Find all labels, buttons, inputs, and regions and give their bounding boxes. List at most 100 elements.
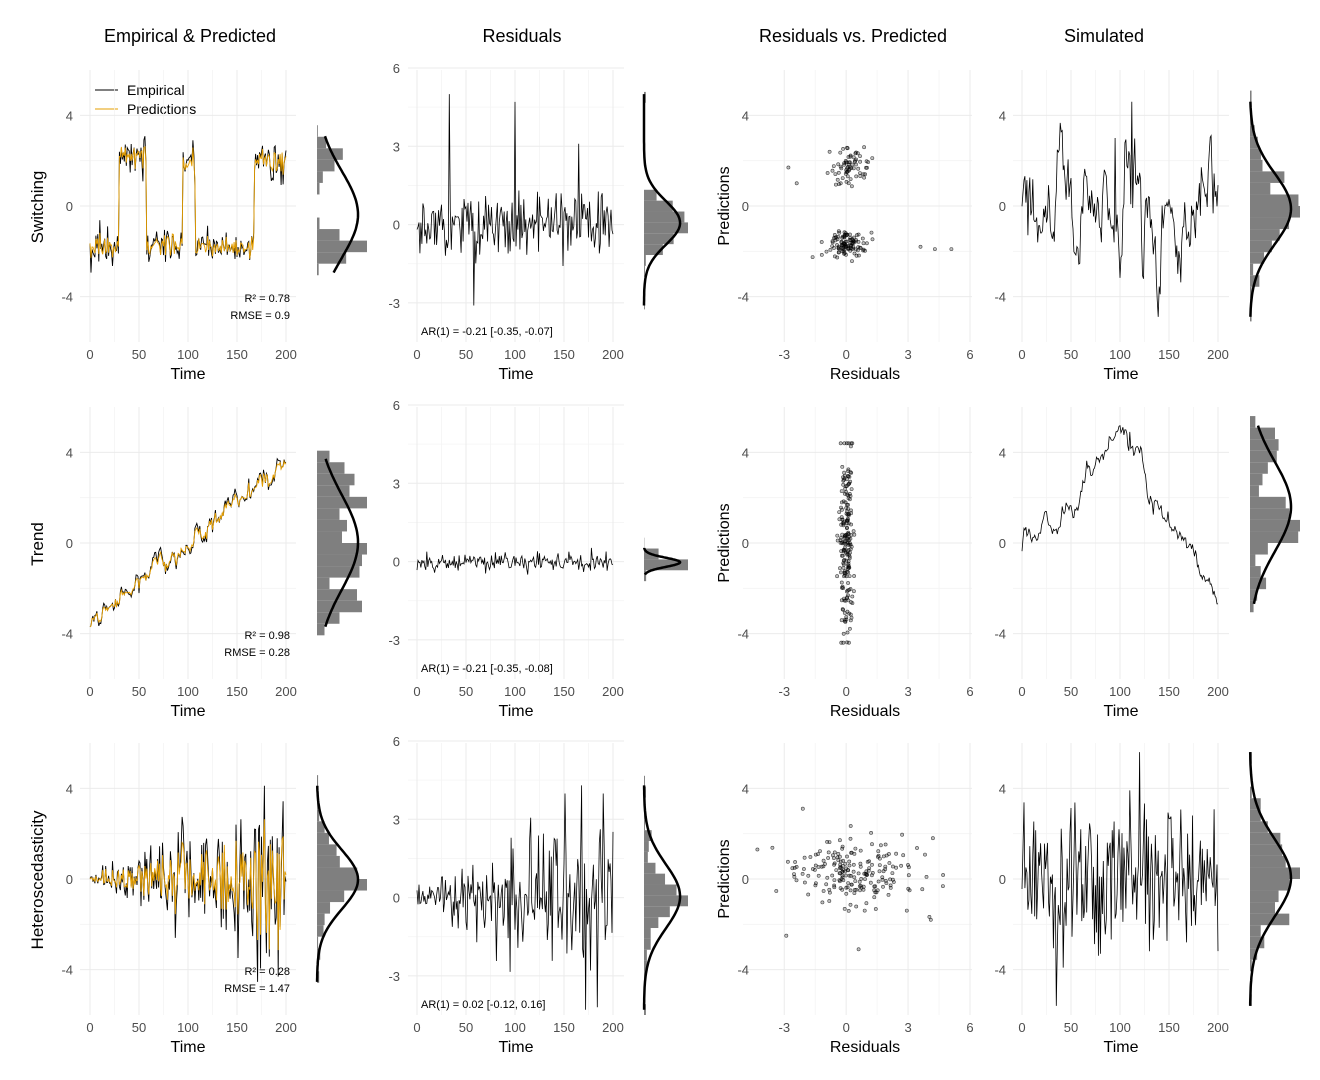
panel-r2-simulated-hist-bar: [1250, 427, 1275, 440]
panel-r3-scatter-point: [852, 891, 857, 896]
panel-r1-scatter-point: [848, 177, 853, 182]
panel-r2-scatter-point: [835, 533, 840, 538]
panel-r2-empirical-r2-label: R² = 0.98: [244, 630, 290, 642]
panel-r2-simulated-hist-bar: [1250, 450, 1277, 463]
panel-r2-scatter-point: [839, 489, 844, 494]
panel-r1-scatter-point: [830, 244, 835, 249]
panel-r1-simulated-y-tick: 0: [999, 199, 1006, 214]
panel-r2-scatter-point: [844, 519, 849, 523]
panel-r2-simulated-x-tick: 200: [1207, 684, 1229, 699]
panel-r3-scatter-point: [906, 863, 910, 867]
panel-r3-scatter-point: [857, 879, 862, 884]
panel-r1-empirical-r2-label: R² = 0.78: [244, 293, 290, 305]
panel-r2-scatter-point: [845, 477, 849, 482]
panel-r3-scatter-point: [848, 888, 853, 893]
panel-r2-scatter-point: [837, 510, 842, 514]
panel-r1-residuals-x-tick: 150: [553, 347, 575, 362]
panel-r2-scatter-point: [847, 640, 851, 645]
panel-r3-scatter-point: [848, 824, 853, 828]
panel-r3-simulated-hist-bar: [1250, 809, 1261, 822]
panel-r3-scatter-point: [843, 861, 848, 866]
panel-r2-scatter-point: [848, 547, 853, 552]
panel-r3-scatter-point: [856, 871, 861, 876]
panel-r3-scatter-point: [831, 853, 835, 858]
panel-r1-scatter-point: [854, 162, 858, 167]
col-title-simulated: Simulated: [1064, 26, 1144, 46]
panel-r3-scatter-point: [906, 873, 911, 878]
panel-r3-scatter-point: [834, 868, 839, 873]
panel-r3-scatter-point: [872, 895, 877, 900]
panel-r2-scatter-point: [846, 581, 851, 585]
panel-r3-simulated-hist-bar: [1250, 786, 1252, 799]
panel-r1-simulated-hist-bar: [1250, 229, 1280, 241]
panel-r3-residuals-x-tick: 50: [459, 1020, 473, 1035]
panel-r3-scatter-point: [941, 873, 946, 877]
panel-r3-scatter-point: [852, 875, 857, 880]
panel-r2-simulated-x-tick: 50: [1064, 684, 1078, 699]
panel-r2-scatter-point: [842, 598, 847, 603]
panel-r3-residuals-hist-bar: [644, 895, 688, 907]
panel-r2-scatter-y-tick: -4: [737, 627, 749, 642]
panel-r2-residuals-y-tick: -3: [388, 633, 400, 648]
panel-r3-scatter-point: [813, 883, 818, 888]
panel-r1-simulated-hist-bar: [1250, 240, 1272, 253]
panel-r1-scatter-point: [870, 237, 875, 242]
panel-r2-simulated-y-tick: 0: [999, 536, 1006, 551]
panel-r3-residuals-hist-bar: [644, 851, 648, 863]
panel-r2-scatter-point: [843, 569, 847, 574]
panel-r2-simulated-y-tick: -4: [994, 627, 1006, 642]
panel-r3-residuals-hist-bar: [644, 819, 645, 831]
panel-r1-scatter-x-tick: -3: [778, 347, 790, 362]
panel-r1-residuals-density-curve: [642, 94, 682, 306]
panel-r1-residuals-x-tick: 200: [602, 347, 624, 362]
panel-r3-scatter-point: [894, 865, 899, 870]
panel-r3-empirical-hist-bar: [317, 902, 331, 914]
panel-r2-scatter-point: [838, 441, 843, 446]
panel-r2-empirical-x-tick: 100: [177, 684, 199, 699]
panel-r3-scatter-point: [806, 873, 811, 878]
panel-r1-scatter-point: [833, 172, 838, 177]
panel-r3-residuals-x-tick: 0: [413, 1020, 420, 1035]
panel-r3-scatter-point: [875, 888, 880, 893]
panel-r3-scatter-point: [886, 893, 891, 897]
panel-r2-scatter-point: [841, 478, 846, 483]
panel-r3-scatter-point: [808, 855, 813, 859]
panel-r2-empirical-hist-bar: [317, 519, 347, 532]
panel-r1-scatter-x-tick: 0: [843, 347, 850, 362]
panel-r3-scatter-point: [852, 888, 857, 892]
panel-r3-scatter-point: [899, 863, 904, 868]
panel-r3-scatter-point: [906, 886, 911, 891]
panel-r2-scatter-point: [843, 484, 848, 489]
panel-r3-residuals-hist-bar: [644, 884, 677, 896]
panel-r2-scatter-point: [849, 441, 854, 446]
panel-r3-empirical-hist-bar: [317, 775, 319, 787]
panel-r3-simulated-x-axis-title: Time: [1104, 1039, 1139, 1056]
panel-r3-scatter-point: [842, 907, 847, 911]
panel-r3-simulated-hist-bar: [1250, 902, 1275, 914]
panel-r2-scatter-point: [847, 512, 852, 517]
panel-r3-simulated-hist-bar: [1250, 936, 1265, 949]
panel-r2-scatter-x-tick: 3: [904, 684, 911, 699]
panel-r1-empirical-hist-bar: [317, 263, 319, 276]
panel-r2-empirical-hist-bar: [317, 554, 362, 567]
panel-r3-scatter-point: [818, 849, 822, 854]
panel-r2-scatter-point: [849, 511, 854, 516]
panel-r2-scatter-point: [842, 611, 847, 615]
panel-r3-scatter-point: [884, 881, 889, 886]
panel-r3-residuals-hist-bar: [644, 830, 652, 842]
panel-r1-scatter-point: [933, 247, 937, 252]
panel-r2-simulated-hist-bar: [1250, 543, 1268, 555]
panel-r3-scatter-point: [928, 917, 933, 922]
panel-r1-empirical-hist-bar: [317, 159, 335, 172]
panel-r1-scatter-point: [828, 247, 833, 252]
panel-r3-scatter-point: [863, 877, 867, 882]
panel-r3-scatter-point: [851, 862, 856, 867]
panel-r3-scatter-point: [864, 901, 869, 906]
panel-r1-scatter-point: [854, 157, 859, 162]
panel-r3-scatter-point: [828, 890, 832, 895]
panel-r2-scatter-point: [839, 580, 844, 585]
panel-r3-empirical-hist-bar: [317, 832, 329, 845]
panel-r1-scatter-point: [831, 164, 836, 169]
panel-r2-simulated-hist-bar: [1250, 531, 1299, 543]
panel-r1-scatter-point: [851, 155, 856, 160]
